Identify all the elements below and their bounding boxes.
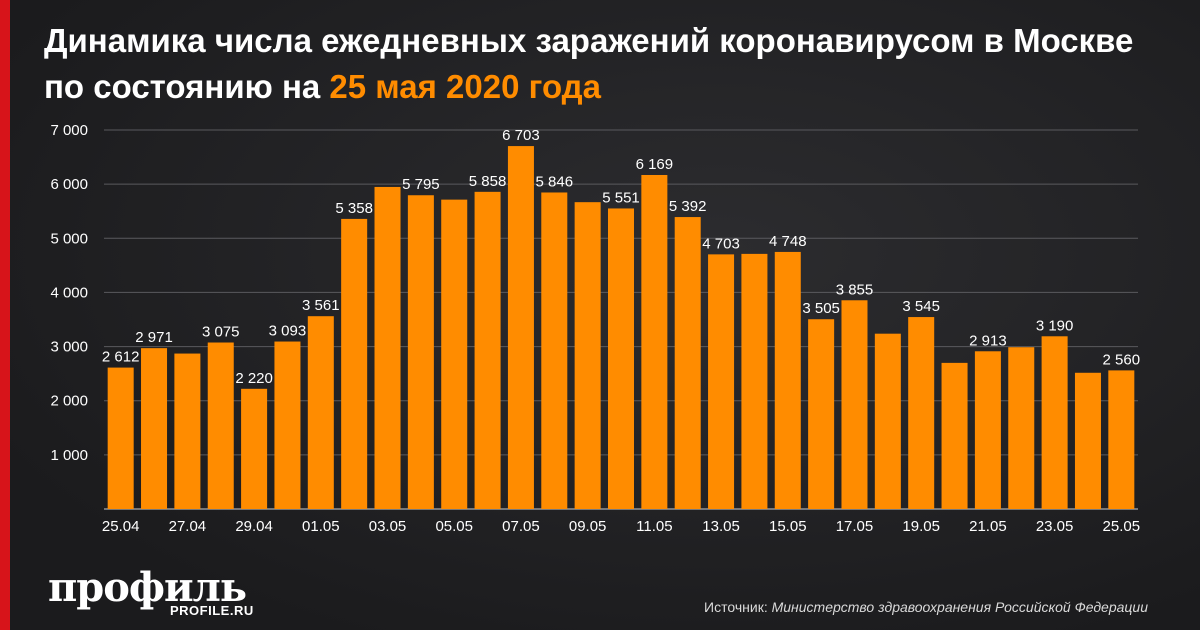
data-label: 5 392	[669, 198, 707, 215]
data-label: 5 358	[335, 200, 373, 217]
bar	[874, 333, 901, 509]
data-label: 5 858	[469, 173, 507, 190]
y-tick-label: 4 000	[50, 284, 88, 301]
x-tick-label: 17.05	[836, 518, 874, 535]
data-label: 6 169	[636, 156, 674, 173]
profile-logo[interactable]: профиль	[48, 564, 247, 611]
bar	[774, 251, 801, 509]
chart-title: Динамика числа ежедневных заражений коро…	[44, 18, 1174, 110]
bar	[407, 195, 434, 510]
bar	[841, 300, 868, 509]
x-tick-label: 09.05	[569, 518, 607, 535]
data-label: 3 855	[836, 281, 874, 298]
x-tick-label: 23.05	[1036, 518, 1074, 535]
data-label: 3 093	[269, 323, 307, 340]
x-tick-label: 15.05	[769, 518, 807, 535]
data-label: 2 560	[1103, 351, 1141, 368]
y-tick-label: 6 000	[50, 176, 88, 193]
bar	[607, 208, 635, 509]
data-label: 3 505	[802, 300, 840, 317]
source-note: Источник: Министерство здравоохранения Р…	[704, 599, 1148, 615]
bar	[107, 367, 134, 509]
y-tick-label: 1 000	[50, 447, 88, 464]
source-name: Министерство здравоохранения Российской …	[771, 599, 1148, 615]
bar	[274, 341, 301, 509]
x-tick-label: 21.05	[969, 518, 1007, 535]
y-tick-label: 2 000	[50, 393, 88, 410]
x-tick-label: 19.05	[902, 518, 940, 535]
data-label: 6 703	[502, 127, 540, 144]
x-tick-label: 29.04	[235, 518, 273, 535]
data-label: 3 190	[1036, 317, 1074, 334]
y-tick-label: 7 000	[50, 122, 88, 139]
profile-logo-sub[interactable]: PROFILE.RU	[170, 603, 254, 618]
bar	[341, 218, 368, 509]
source-label: Источник:	[704, 599, 768, 615]
bar	[1108, 370, 1135, 509]
x-tick-label: 01.05	[302, 518, 340, 535]
data-label: 3 561	[302, 297, 340, 314]
x-tick-label: 07.05	[502, 518, 540, 535]
x-tick-label: 13.05	[702, 518, 740, 535]
bar	[1008, 347, 1035, 509]
brand-red-bar	[0, 0, 10, 630]
x-tick-label: 05.05	[435, 518, 473, 535]
bar	[241, 388, 268, 509]
bar	[708, 254, 735, 509]
data-label: 2 220	[235, 370, 273, 387]
bar	[1074, 372, 1101, 509]
data-label: 4 748	[769, 233, 807, 250]
data-label: 3 075	[202, 324, 240, 341]
title-main: Динамика числа ежедневных заражений коро…	[44, 22, 1134, 105]
bar	[908, 317, 935, 509]
bar	[507, 146, 534, 509]
data-label: 5 551	[602, 189, 640, 206]
data-label: 2 612	[102, 349, 140, 366]
bar	[674, 217, 701, 510]
bar	[441, 199, 468, 509]
bar	[141, 348, 168, 509]
bar	[941, 362, 968, 509]
bar	[741, 253, 768, 509]
x-tick-label: 03.05	[369, 518, 407, 535]
data-label: 3 545	[902, 298, 940, 315]
bar	[474, 191, 501, 509]
data-label: 5 846	[536, 173, 574, 190]
x-tick-label: 25.04	[102, 518, 140, 535]
x-tick-label: 11.05	[636, 518, 672, 535]
bar	[207, 342, 234, 509]
title-date: 25 мая 2020 года	[329, 68, 601, 105]
bar	[307, 316, 334, 509]
x-tick-label: 27.04	[169, 518, 207, 535]
data-label: 2 971	[135, 329, 173, 346]
y-tick-label: 3 000	[50, 339, 88, 356]
y-tick-label: 5 000	[50, 230, 88, 247]
bar	[541, 192, 568, 510]
bar	[574, 202, 601, 509]
data-label: 4 703	[702, 235, 740, 252]
bar	[641, 174, 668, 509]
data-label: 2 913	[969, 332, 1007, 349]
bar	[174, 353, 201, 509]
bar	[808, 319, 835, 509]
bar	[1041, 336, 1068, 509]
x-tick-label: 25.05	[1103, 518, 1141, 535]
bar	[374, 186, 401, 509]
bar	[974, 351, 1001, 509]
data-label: 5 795	[402, 176, 440, 193]
